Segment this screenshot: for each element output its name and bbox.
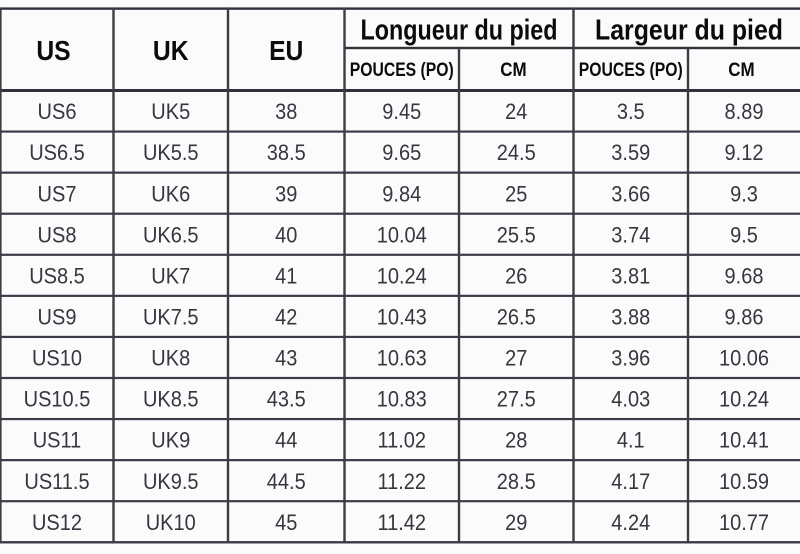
svg-text:UK5.5: UK5.5 bbox=[143, 140, 199, 165]
svg-text:US10.5: US10.5 bbox=[24, 387, 91, 412]
svg-text:3.59: 3.59 bbox=[611, 140, 650, 165]
svg-text:UK7.5: UK7.5 bbox=[143, 305, 199, 330]
svg-text:40: 40 bbox=[275, 222, 297, 247]
svg-text:24.5: 24.5 bbox=[497, 140, 536, 165]
svg-text:3.5: 3.5 bbox=[617, 99, 645, 124]
svg-text:POUCES (PO): POUCES (PO) bbox=[579, 60, 683, 81]
svg-text:10.63: 10.63 bbox=[377, 346, 427, 371]
svg-text:4.03: 4.03 bbox=[611, 387, 650, 412]
svg-text:US10: US10 bbox=[32, 346, 82, 371]
svg-text:CM: CM bbox=[500, 60, 526, 81]
svg-text:9.68: 9.68 bbox=[725, 263, 764, 288]
svg-text:UK10: UK10 bbox=[146, 510, 196, 535]
svg-text:9.86: 9.86 bbox=[725, 305, 764, 330]
svg-text:Largeur du pied: Largeur du pied bbox=[595, 14, 783, 46]
svg-text:Longueur du pied: Longueur du pied bbox=[361, 14, 558, 46]
svg-text:UK: UK bbox=[153, 35, 189, 66]
svg-text:4.17: 4.17 bbox=[611, 469, 650, 494]
svg-text:45: 45 bbox=[275, 510, 297, 535]
svg-text:US6: US6 bbox=[38, 99, 77, 124]
svg-text:10.83: 10.83 bbox=[377, 387, 427, 412]
svg-text:25.5: 25.5 bbox=[497, 222, 536, 247]
svg-text:43: 43 bbox=[275, 346, 297, 371]
svg-text:11.22: 11.22 bbox=[377, 469, 426, 494]
svg-text:38: 38 bbox=[275, 99, 297, 124]
svg-text:28.5: 28.5 bbox=[497, 469, 536, 494]
svg-text:EU: EU bbox=[269, 35, 303, 66]
svg-text:11.02: 11.02 bbox=[377, 428, 426, 453]
svg-text:3.96: 3.96 bbox=[611, 346, 650, 371]
svg-text:9.5: 9.5 bbox=[730, 222, 758, 247]
svg-text:UK9.5: UK9.5 bbox=[143, 469, 199, 494]
svg-text:UK9: UK9 bbox=[151, 428, 190, 453]
svg-text:10.77: 10.77 bbox=[719, 510, 769, 535]
svg-text:4.24: 4.24 bbox=[611, 510, 650, 535]
svg-text:4.1: 4.1 bbox=[617, 428, 645, 453]
svg-text:42: 42 bbox=[275, 305, 297, 330]
svg-text:41: 41 bbox=[275, 263, 297, 288]
svg-text:8.89: 8.89 bbox=[725, 99, 764, 124]
svg-text:US8.5: US8.5 bbox=[29, 263, 85, 288]
svg-text:CM: CM bbox=[728, 60, 754, 81]
svg-text:27.5: 27.5 bbox=[497, 387, 536, 412]
svg-text:US: US bbox=[36, 35, 70, 66]
svg-text:43.5: 43.5 bbox=[267, 387, 306, 412]
svg-text:3.88: 3.88 bbox=[611, 305, 650, 330]
svg-text:US7: US7 bbox=[38, 181, 77, 206]
svg-text:UK6: UK6 bbox=[151, 181, 190, 206]
svg-text:US11: US11 bbox=[33, 428, 82, 453]
svg-text:10.24: 10.24 bbox=[377, 263, 427, 288]
svg-text:26: 26 bbox=[505, 263, 527, 288]
svg-text:UK7: UK7 bbox=[151, 263, 190, 288]
svg-text:10.43: 10.43 bbox=[377, 305, 427, 330]
svg-text:US9: US9 bbox=[38, 305, 77, 330]
svg-text:26.5: 26.5 bbox=[497, 305, 536, 330]
svg-text:9.65: 9.65 bbox=[382, 140, 421, 165]
svg-text:9.3: 9.3 bbox=[730, 181, 758, 206]
svg-text:28: 28 bbox=[505, 428, 527, 453]
svg-text:UK6.5: UK6.5 bbox=[143, 222, 199, 247]
svg-text:9.45: 9.45 bbox=[382, 99, 421, 124]
svg-text:29: 29 bbox=[505, 510, 527, 535]
svg-text:US8: US8 bbox=[38, 222, 77, 247]
svg-text:US12: US12 bbox=[32, 510, 82, 535]
svg-text:3.66: 3.66 bbox=[611, 181, 650, 206]
svg-text:10.59: 10.59 bbox=[719, 469, 769, 494]
svg-text:39: 39 bbox=[275, 181, 297, 206]
svg-text:25: 25 bbox=[505, 181, 527, 206]
svg-text:US11.5: US11.5 bbox=[24, 469, 89, 494]
svg-text:10.24: 10.24 bbox=[719, 387, 769, 412]
svg-text:POUCES (PO): POUCES (PO) bbox=[350, 60, 454, 81]
svg-text:24: 24 bbox=[505, 99, 527, 124]
svg-text:10.41: 10.41 bbox=[719, 428, 769, 453]
svg-text:UK5: UK5 bbox=[151, 99, 190, 124]
svg-text:44: 44 bbox=[275, 428, 297, 453]
svg-text:27: 27 bbox=[505, 346, 527, 371]
svg-text:10.06: 10.06 bbox=[719, 346, 769, 371]
svg-text:11.42: 11.42 bbox=[377, 510, 426, 535]
svg-text:US6.5: US6.5 bbox=[29, 140, 85, 165]
svg-text:9.12: 9.12 bbox=[725, 140, 764, 165]
svg-text:UK8: UK8 bbox=[151, 346, 190, 371]
svg-text:3.81: 3.81 bbox=[611, 263, 650, 288]
svg-text:44.5: 44.5 bbox=[267, 469, 306, 494]
svg-text:9.84: 9.84 bbox=[382, 181, 421, 206]
svg-text:UK8.5: UK8.5 bbox=[143, 387, 199, 412]
svg-text:3.74: 3.74 bbox=[611, 222, 650, 247]
svg-text:38.5: 38.5 bbox=[267, 140, 306, 165]
svg-text:10.04: 10.04 bbox=[377, 222, 427, 247]
